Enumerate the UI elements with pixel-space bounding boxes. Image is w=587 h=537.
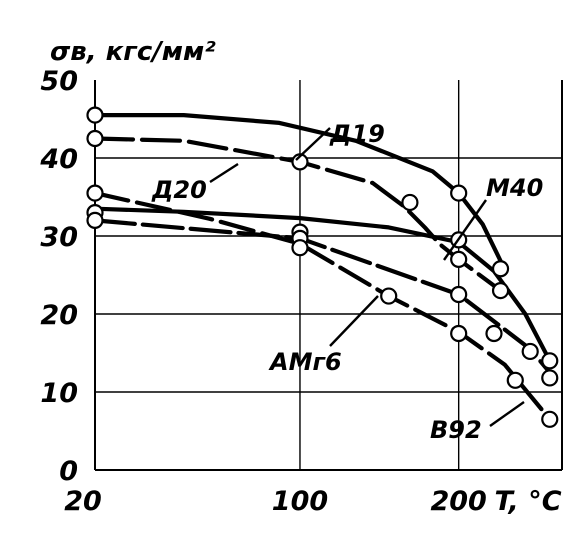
series-label: Д19 <box>329 120 385 148</box>
y-tick-label: 0 <box>59 456 78 487</box>
data-point <box>541 352 559 370</box>
data-point <box>450 285 468 304</box>
y-tick-label: 30 <box>40 222 78 253</box>
x-axis-label: T, °C <box>494 486 561 517</box>
data-point <box>506 371 524 389</box>
labels: 0 10 20 30 40 50 20 100 200 T, °C σв, кгс/мм² Д19 Д2… <box>39 37 561 517</box>
x-tick-label: 100 <box>272 486 328 517</box>
series-label: В92 <box>430 416 482 444</box>
y-axis-label: σв, кгс/мм² <box>50 37 216 67</box>
y-tick-label: 50 <box>40 66 78 97</box>
data-point <box>86 184 104 202</box>
y-tick-label: 10 <box>40 378 78 409</box>
data-point <box>380 287 398 305</box>
data-point <box>450 324 468 343</box>
data-point <box>450 250 468 268</box>
data-point <box>491 282 510 300</box>
data-point <box>291 239 309 257</box>
data-point <box>521 342 539 361</box>
leader-line <box>329 295 379 347</box>
leader-line <box>489 401 525 427</box>
series-label: АМг6 <box>268 348 342 376</box>
series-label: Д20 <box>151 176 207 204</box>
data-point <box>86 211 104 229</box>
data-point <box>491 260 510 278</box>
series-line <box>92 113 503 264</box>
data-point <box>541 369 559 387</box>
series-label: М40 <box>486 174 543 202</box>
data-points <box>86 106 559 428</box>
data-point <box>450 184 468 202</box>
leader-lines <box>209 127 525 427</box>
leader-line <box>295 127 331 161</box>
series-line <box>92 206 552 363</box>
x-tick-label: 200 <box>430 486 486 517</box>
x-tick-label: 20 <box>64 486 102 517</box>
grid <box>94 80 563 471</box>
data-point <box>86 129 104 148</box>
data-point <box>86 106 104 124</box>
y-tick-label: 20 <box>40 300 78 331</box>
data-point <box>401 193 419 212</box>
leader-line <box>443 199 487 261</box>
data-point <box>541 410 559 428</box>
data-point <box>485 324 503 343</box>
y-tick-label: 40 <box>39 144 78 175</box>
leader-line <box>209 162 239 184</box>
